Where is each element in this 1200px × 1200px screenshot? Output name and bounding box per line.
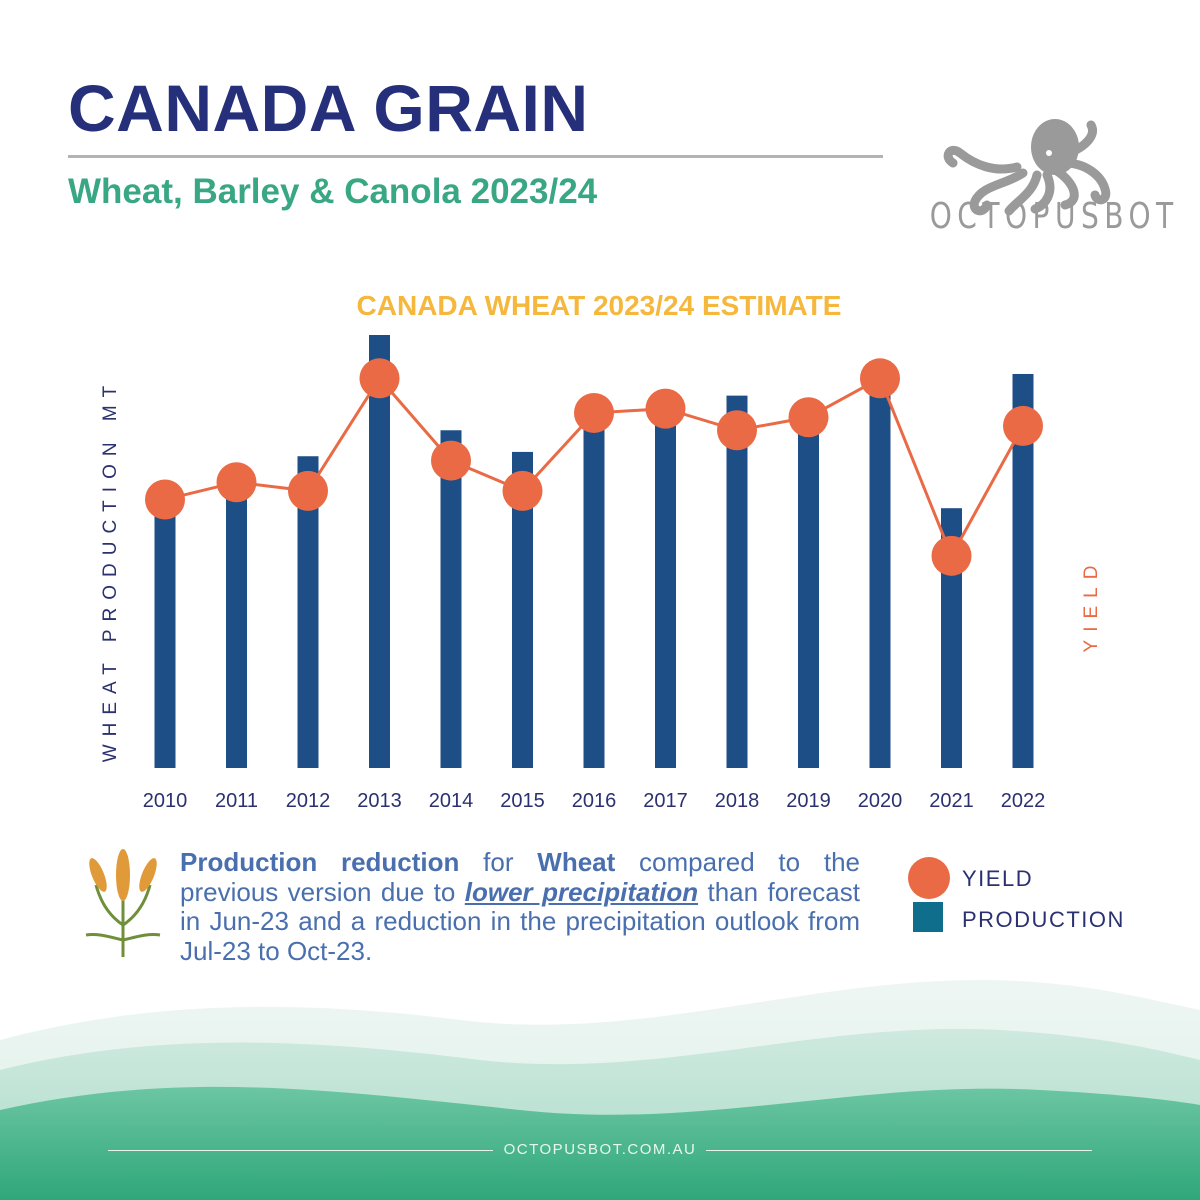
legend-yield-label: YIELD: [962, 866, 1034, 891]
logo-wordmark: OCTOPUSBOT: [929, 196, 1179, 237]
octopus-icon: [943, 119, 1111, 216]
caption-text-segment: than forecast in Jun-23 and a reduction …: [180, 876, 860, 966]
yield-point-2015: [502, 470, 543, 511]
yield-point-2020: [860, 358, 900, 399]
footer-waves: [0, 980, 1200, 1200]
yield-point-2016: [574, 392, 614, 433]
caption-emphasis: lower precipitation: [464, 876, 699, 907]
secondary-y-axis-label: YIELD: [1081, 558, 1102, 653]
yield-points: [145, 358, 1043, 576]
chart-title: CANADA WHEAT 2023/24 ESTIMATE: [357, 290, 842, 321]
x-tick-label: 2018: [715, 790, 760, 812]
yield-point-2014: [431, 440, 471, 481]
footer-divider: [108, 1150, 493, 1151]
bar-2013: [369, 335, 390, 768]
footer-divider: [706, 1150, 1092, 1151]
caption-text-segment: compared to the previous version due to: [180, 847, 860, 907]
x-tick-label: 2011: [215, 790, 258, 812]
x-tick-label: 2021: [929, 790, 974, 812]
x-tick-label: 2020: [858, 790, 903, 812]
x-tick-label: 2015: [500, 790, 545, 812]
yield-point-2018: [717, 410, 757, 451]
footer-url: OCTOPUSBOT.COM.AU: [503, 1141, 697, 1158]
yield-point-2017: [645, 388, 686, 429]
bar-2015: [512, 451, 533, 768]
yield-point-2022: [1003, 405, 1043, 446]
wheat-icon: [85, 849, 161, 957]
page-title: CANADA GRAIN: [68, 71, 589, 145]
x-tick-label: 2016: [572, 790, 617, 812]
x-tick-label: 2019: [786, 790, 831, 812]
x-tick-label: 2013: [357, 790, 402, 812]
bar-2010: [154, 512, 176, 768]
legend-production-label: PRODUCTION: [962, 907, 1125, 932]
bar-2020: [869, 360, 891, 768]
title-divider: [68, 155, 883, 158]
bar-2022: [1012, 373, 1034, 768]
x-tick-label: 2012: [286, 790, 331, 812]
legend-production-marker: [913, 902, 943, 932]
yield-point-2021: [931, 535, 972, 576]
x-tick-label: 2022: [1001, 790, 1046, 812]
bar-2016: [583, 412, 605, 768]
x-axis-ticks: 2010 2011 2012 2013 2014 2015 2016 2017 2018 2019…: [143, 790, 1046, 812]
yield-point-2010: [145, 479, 185, 520]
bar-2018: [726, 395, 748, 768]
bar-2017: [655, 408, 676, 768]
y-axis-label: WHEAT PRODUCTION MT: [100, 378, 121, 763]
bar-2014: [440, 430, 462, 768]
caption-text: Production reduction for Wheat compared …: [180, 847, 860, 966]
x-tick-label: 2017: [643, 790, 688, 812]
wheat-production-chart: CANADA WHEAT 2023/24 ESTIMATE WHEAT PROD…: [100, 290, 1102, 812]
x-tick-label: 2010: [143, 790, 188, 812]
yield-point-2013: [359, 358, 400, 399]
yield-point-2019: [788, 397, 829, 438]
caption-text-segment: for: [459, 847, 538, 877]
page-subtitle: Wheat, Barley & Canola 2023/24: [68, 172, 598, 211]
bar-2012: [297, 456, 319, 768]
caption-highlight: Production reduction: [180, 847, 460, 877]
bar-2011: [226, 490, 247, 768]
x-tick-label: 2014: [429, 790, 474, 812]
legend-yield-marker: [908, 857, 950, 899]
production-bars: [154, 335, 1034, 768]
bar-2019: [798, 408, 819, 768]
yield-point-2012: [288, 470, 328, 511]
yield-point-2011: [216, 462, 257, 503]
caption-highlight: Wheat: [537, 847, 616, 877]
